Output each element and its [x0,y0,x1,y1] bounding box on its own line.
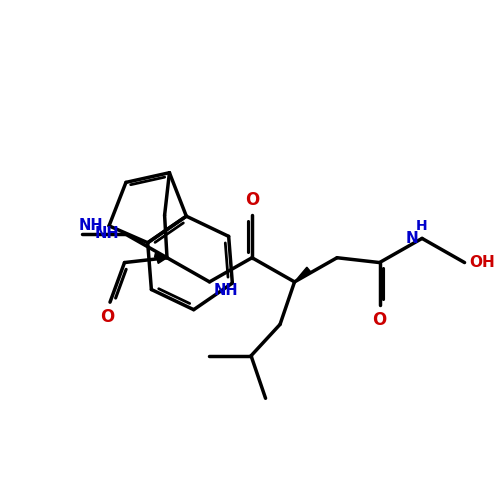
Text: OH: OH [470,255,495,270]
Text: O: O [245,192,259,210]
Polygon shape [154,254,167,258]
Text: NH: NH [95,226,120,241]
Text: O: O [100,308,114,326]
Text: NH: NH [78,218,103,234]
Text: H: H [416,218,428,232]
Polygon shape [294,267,311,282]
Text: N: N [406,231,418,246]
Text: NH: NH [214,283,238,298]
Polygon shape [156,257,167,264]
Text: O: O [372,311,386,329]
